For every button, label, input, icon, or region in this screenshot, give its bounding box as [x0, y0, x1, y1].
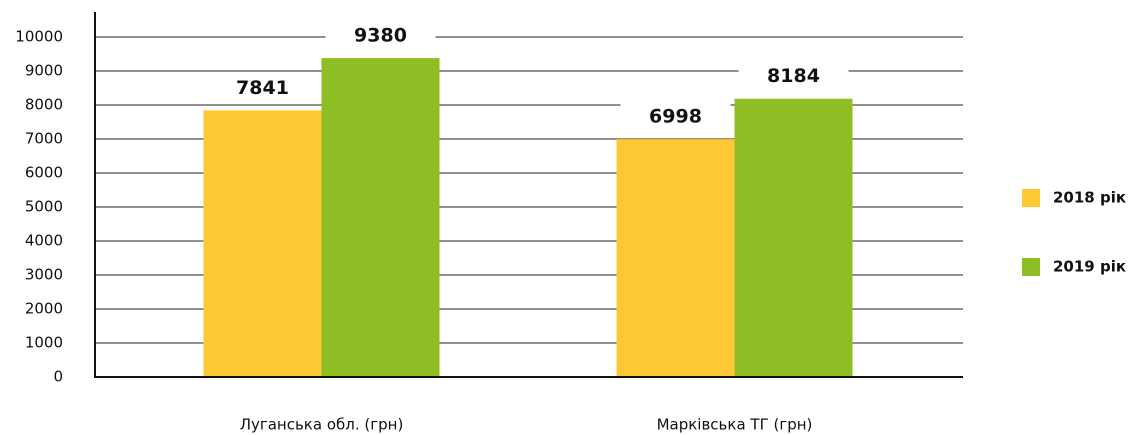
y-tick-label: 5000: [25, 198, 63, 216]
label-bg: [325, 22, 436, 51]
y-tick-label: 7000: [25, 130, 63, 148]
y-tick-label: 2000: [25, 300, 63, 318]
label-bg: [738, 62, 849, 91]
bar: [616, 139, 735, 377]
legend-swatch: [1022, 189, 1040, 207]
x-tick-label: Луганська обл. (грн): [240, 416, 404, 434]
y-tick-label: 4000: [25, 232, 63, 250]
value-label: 8184: [767, 65, 820, 87]
legend-label: 2018 рік: [1053, 189, 1126, 207]
label-bg: [207, 74, 318, 103]
y-tick-label: 1000: [25, 334, 63, 352]
y-tick-label: 6000: [25, 164, 63, 182]
value-label: 9380: [354, 25, 407, 47]
bar: [203, 110, 322, 377]
y-tick-label: 0: [53, 368, 63, 386]
value-label: 7841: [236, 77, 289, 99]
value-label: 6998: [649, 106, 702, 128]
label-bg: [620, 103, 731, 132]
y-tick-label: 9000: [25, 62, 63, 80]
y-tick-label: 10000: [15, 28, 63, 46]
y-tick-label: 8000: [25, 96, 63, 114]
y-tick-label: 3000: [25, 266, 63, 284]
x-tick-label: Марківська ТГ (грн): [657, 416, 813, 434]
bar: [734, 98, 853, 377]
legend-label: 2019 рік: [1053, 258, 1126, 276]
legend-swatch: [1022, 258, 1040, 276]
bar: [321, 58, 440, 377]
